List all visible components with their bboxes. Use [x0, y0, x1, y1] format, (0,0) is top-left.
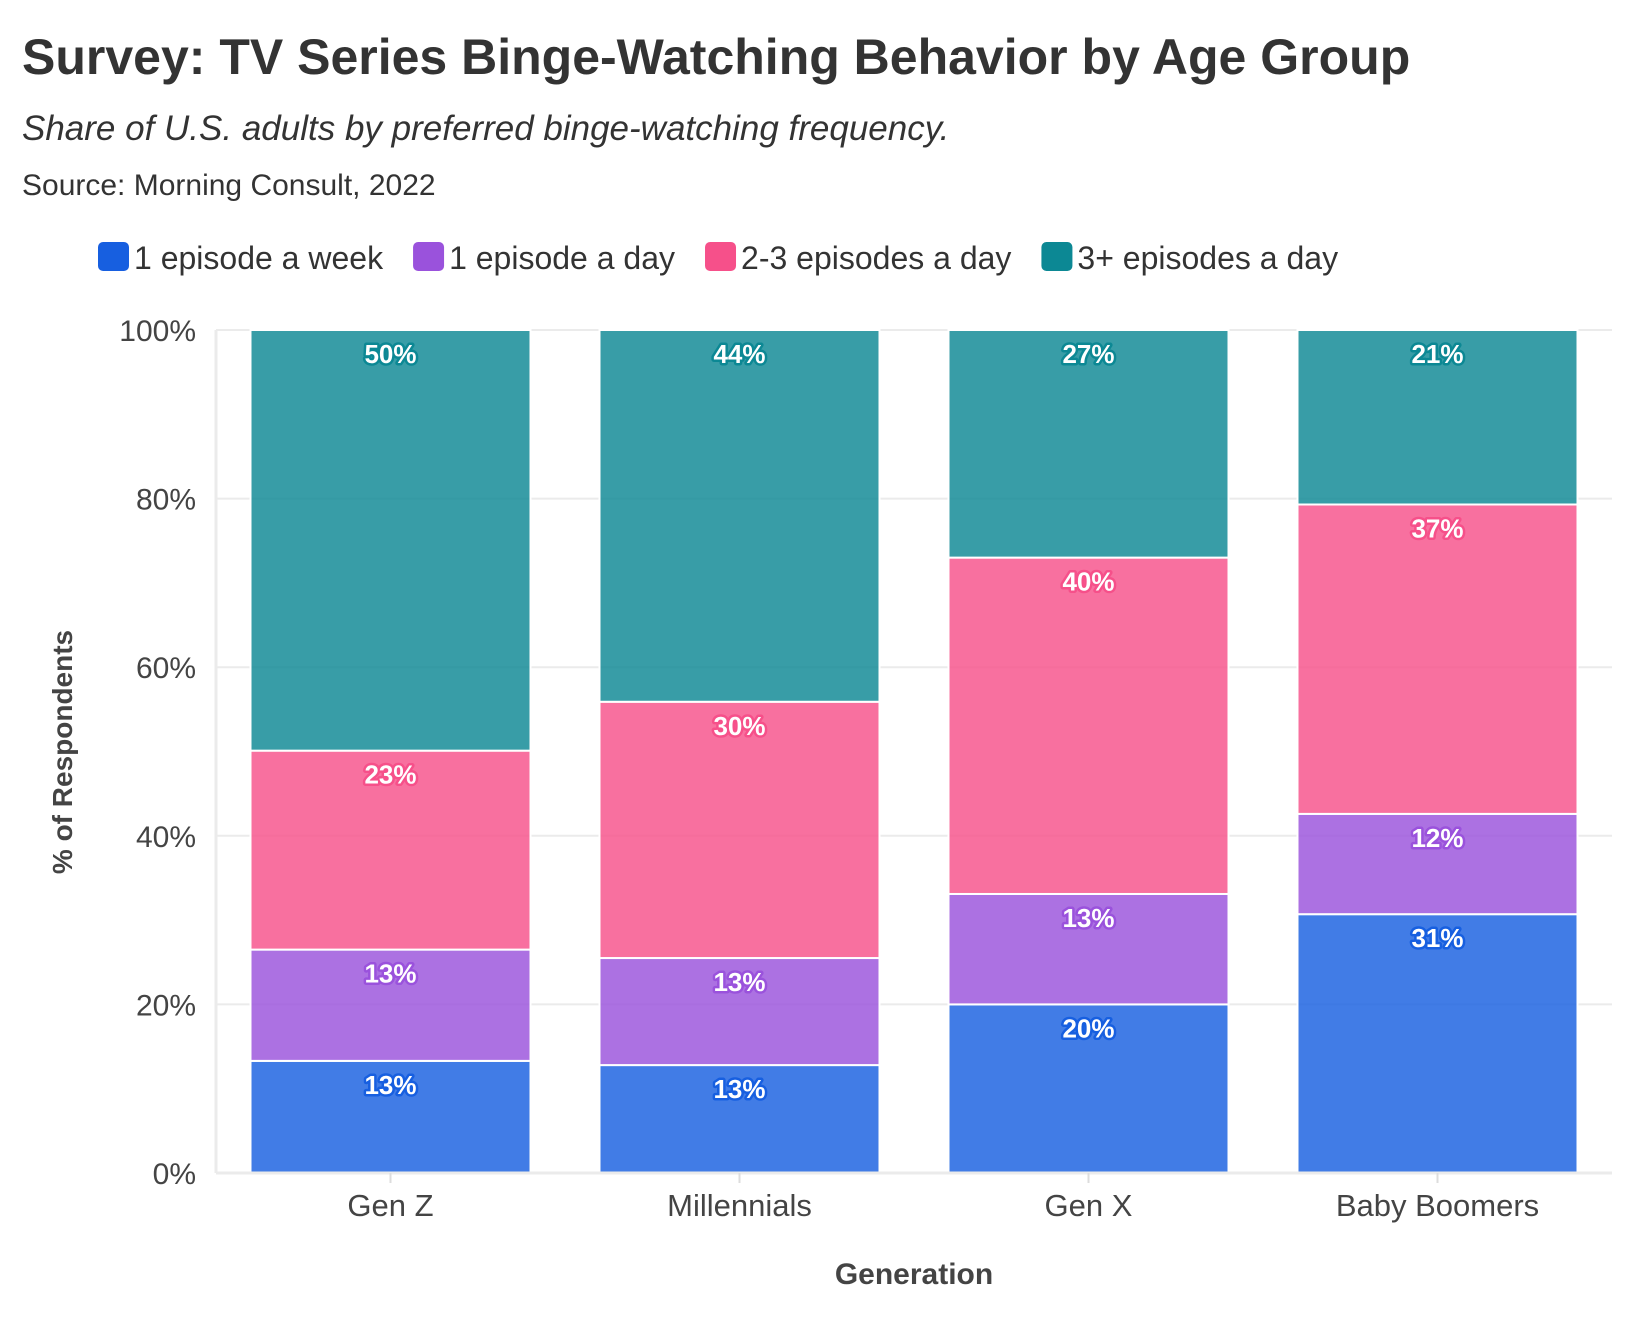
- legend-swatch: [98, 242, 129, 271]
- chart-source: Source: Morning Consult, 2022: [22, 169, 436, 202]
- data-label: 31%: [1411, 923, 1463, 953]
- y-tick-label: 40%: [136, 821, 196, 854]
- legend-label: 2-3 episodes a day: [741, 240, 1011, 276]
- y-axis-title: % of Respondents: [47, 630, 78, 874]
- legend: 1 episode a week 1 episode a day 2-3 episo…: [98, 240, 1338, 276]
- bar-segment: [947, 329, 1230, 559]
- legend-swatch: [413, 242, 445, 271]
- legend-label: 1 episode a day: [449, 240, 675, 276]
- data-label: 13%: [713, 967, 765, 997]
- data-label: 21%: [1411, 339, 1463, 369]
- bar-segment: [598, 700, 881, 960]
- x-tick-label: Gen Z: [347, 1188, 433, 1223]
- data-label: 30%: [713, 711, 765, 741]
- bar-segment: [249, 749, 532, 951]
- bar-segment: [249, 1059, 532, 1174]
- data-label: 13%: [364, 1070, 416, 1100]
- bar-segment: [947, 1003, 1230, 1175]
- data-label: 23%: [364, 760, 416, 790]
- bar-segment: [1296, 503, 1579, 815]
- data-label: 20%: [1062, 1013, 1114, 1043]
- data-label: 44%: [713, 339, 765, 369]
- chart-subtitle: Share of U.S. adults by preferred binge-…: [22, 109, 949, 148]
- bars: [249, 329, 1579, 1175]
- data-label: 27%: [1062, 339, 1114, 369]
- axes: Gen Z Millennials Gen X Baby Boomers: [214, 330, 1612, 1223]
- y-tick-label: 0%: [153, 1158, 196, 1191]
- data-labels: 13% 13% 23% 50% 13% 13% 30% 44% 20% 13% 40% 27% 31% 1…: [362, 337, 1466, 1107]
- bar-segment: [1296, 329, 1579, 506]
- y-tick-label: 60%: [136, 652, 196, 685]
- y-tick-label: 100%: [119, 315, 196, 348]
- bar-segment: [249, 329, 532, 752]
- bar-segment: [947, 556, 1230, 895]
- data-label: 37%: [1411, 514, 1463, 544]
- data-label: 40%: [1062, 567, 1114, 597]
- bar-segment: [947, 892, 1230, 1006]
- legend-swatch: [1041, 242, 1073, 271]
- x-axis-title: Generation: [835, 1258, 993, 1291]
- bar-segment: [598, 329, 881, 703]
- x-tick-label: Gen X: [1045, 1188, 1133, 1223]
- bar-segment: [1296, 913, 1579, 1174]
- data-label: 13%: [713, 1074, 765, 1104]
- legend-swatch: [705, 242, 737, 271]
- legend-label: 3+ episodes a day: [1077, 240, 1338, 276]
- y-tick-label: 80%: [136, 484, 196, 517]
- chart-title: Survey: TV Series Binge-Watching Behavio…: [22, 29, 1410, 85]
- data-label: 13%: [364, 959, 416, 989]
- legend-label: 1 episode a week: [134, 240, 384, 276]
- data-label: 13%: [1062, 903, 1114, 933]
- bar-segment: [598, 957, 881, 1067]
- x-tick-label: Millennials: [667, 1188, 812, 1223]
- data-label: 50%: [364, 339, 416, 369]
- data-label: 12%: [1411, 823, 1463, 853]
- y-tick-label: 20%: [136, 989, 196, 1022]
- x-tick-label: Baby Boomers: [1336, 1188, 1539, 1223]
- bar-segment: [249, 948, 532, 1062]
